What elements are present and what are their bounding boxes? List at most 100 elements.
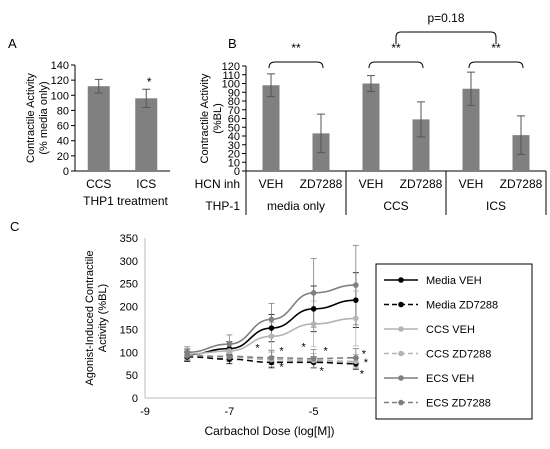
y-axis-label: Contractile Activity(%BL) [199,73,224,163]
y-tick-label: 0 [132,393,138,405]
y-tick-label: 110 [222,70,240,82]
legend-marker [398,277,404,283]
legend-label: Media ZD7288 [426,300,498,312]
significance-bracket [268,61,324,69]
y-tick-label: 100 [222,79,240,91]
data-point [184,353,190,359]
x-tick-label: ICS [136,177,156,191]
significance-marker: * [364,357,369,369]
y-tick-label: 20 [57,151,69,163]
legend-marker [398,375,404,381]
y-tick-label: 120 [51,75,69,87]
y-axis-label-line: Agonist-Induced Contractile [84,250,96,385]
data-point [353,315,359,322]
legend-marker [398,326,404,332]
x-tick-label: CCS [86,177,111,191]
bar [412,119,430,171]
data-point [268,325,275,331]
legend-marker [398,350,404,357]
bar [262,85,280,171]
data-point [310,355,317,362]
legend-label: Media VEH [426,275,482,287]
y-tick-label: 350 [120,233,138,245]
y-tick-label: 50 [126,370,138,382]
significance-bracket [395,31,497,44]
x-tick-label: VEH [359,177,384,191]
significance-marker: * [279,361,284,373]
panel-letter-c: C [10,219,19,234]
legend-marker [398,301,404,308]
x-tick-label: -9 [140,406,150,418]
y-tick-label: 90 [228,87,240,99]
y-tick-label: 20 [228,149,240,161]
y-tick-label: 60 [228,114,240,126]
data-point [268,333,275,340]
data-point [353,354,359,361]
significance-marker: * [255,343,260,355]
y-tick-label: 200 [120,302,138,314]
legend-label: CCS ZD7288 [426,349,491,361]
panel-letter-b: B [228,36,237,51]
significance-label: ** [291,41,301,55]
x-tick-label: VEH [259,177,284,191]
y-axis-label-line: (%BL) [212,103,224,134]
y-tick-label: 0 [234,166,240,178]
y-tick-label: 300 [120,256,138,268]
legend-marker [398,399,404,406]
significance-marker: * [324,346,329,358]
x-tick-label: ZD7288 [500,177,543,191]
data-point [353,282,359,288]
group-label: ICS [486,199,506,213]
data-point [226,341,233,347]
bar [87,86,110,171]
row-label: THP-1 [205,199,240,213]
x-axis-label: Carbachol Dose (log[M]) [204,424,334,438]
legend-label: CCS VEH [426,324,475,336]
data-point [226,348,233,354]
x-tick-label: -7 [224,406,234,418]
legend-label: ECS ZD7288 [426,398,491,410]
significance-label: ** [391,41,401,55]
data-point [353,297,359,303]
y-axis-label-line: Contractile Activity [25,73,37,163]
data-point [310,321,317,327]
legend-box [375,263,533,420]
y-axis-label-line: Activity (%BL) [97,284,109,352]
y-axis-label: Contractile Activity(% media only) [25,73,50,163]
group-label: CCS [383,199,408,213]
panel-letter-a: A [8,36,17,51]
y-tick-label: 140 [51,60,69,72]
x-axis-label: THP1 treatment [83,194,168,208]
significance-marker: * [320,365,325,377]
x-tick-label: VEH [459,177,484,191]
y-tick-label: 40 [228,131,240,143]
y-axis-label: Agonist-Induced ContractileActivity (%BL… [84,250,109,385]
y-tick-label: 50 [228,122,240,134]
data-point [268,316,275,323]
y-tick-label: 80 [228,96,240,108]
data-point [268,354,275,361]
data-point [310,306,317,312]
y-tick-label: 100 [120,347,138,359]
y-tick-label: 100 [51,90,69,102]
y-tick-label: 60 [57,121,69,133]
row-label: HCN inh [195,177,240,191]
data-point [226,353,233,360]
significance-marker: * [147,75,152,89]
significance-marker: * [362,348,367,360]
significance-marker: * [360,369,365,381]
y-tick-label: 40 [57,136,69,148]
y-tick-label: 120 [222,61,240,73]
significance-label: p=0.18 [427,11,464,25]
x-tick-label: -5 [309,406,319,418]
y-tick-label: 10 [228,157,240,169]
y-tick-label: 70 [228,105,240,117]
data-point [310,290,317,296]
significance-marker: * [302,342,307,354]
legend-label: ECS VEH [426,373,474,385]
y-tick-label: 250 [120,279,138,291]
